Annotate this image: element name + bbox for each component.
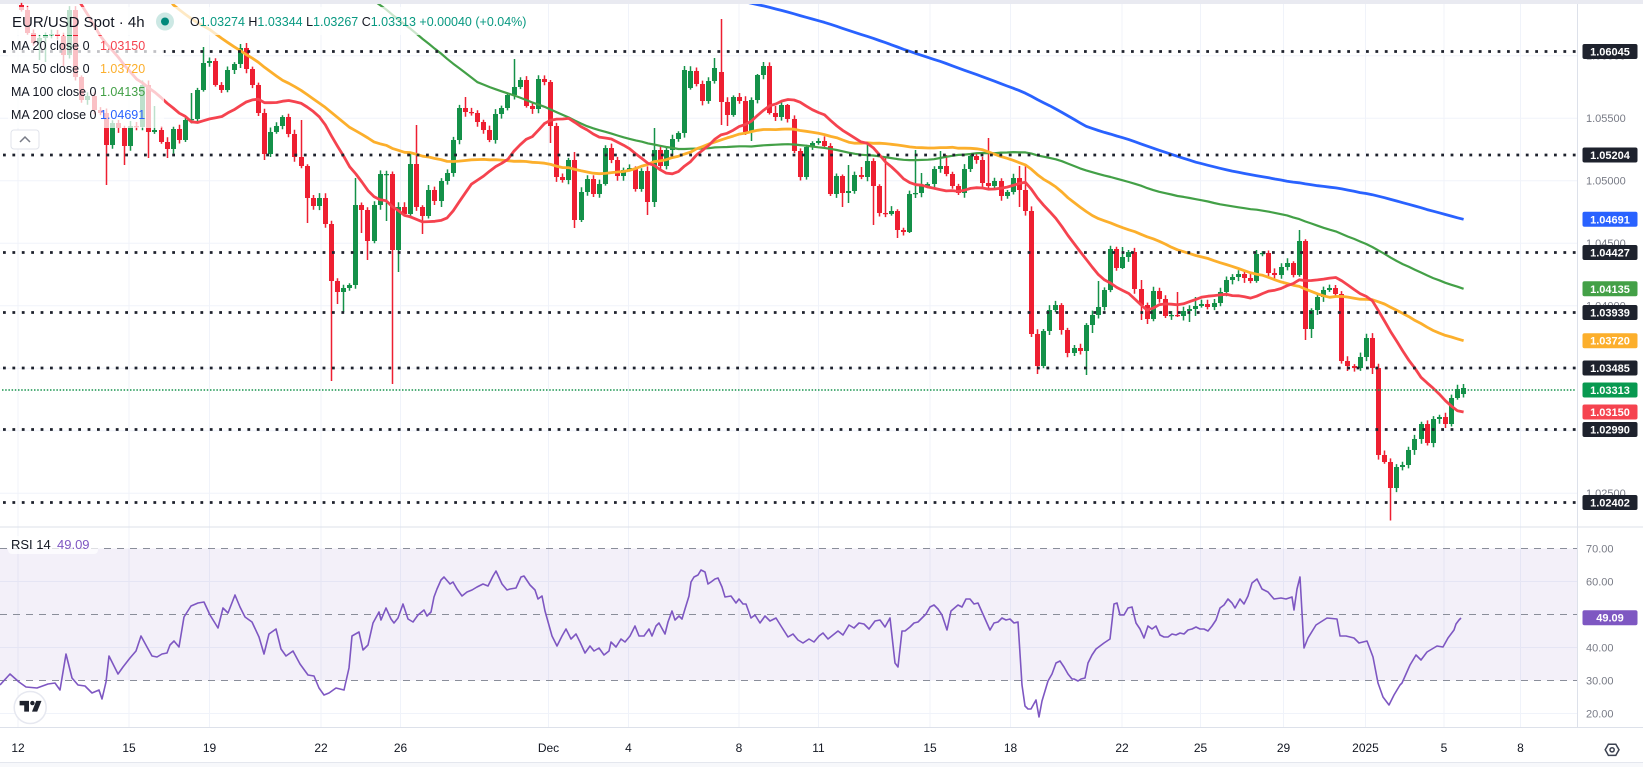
svg-text:4: 4 <box>625 741 632 755</box>
svg-text:1.03313: 1.03313 <box>1590 385 1630 397</box>
svg-text:22: 22 <box>314 741 328 755</box>
svg-text:30.00: 30.00 <box>1586 676 1614 688</box>
svg-text:1.03150: 1.03150 <box>100 39 145 53</box>
svg-text:18: 18 <box>1004 741 1018 755</box>
svg-text:29: 29 <box>1277 741 1291 755</box>
svg-text:49.09: 49.09 <box>1596 613 1624 625</box>
svg-text:MA 100 close 0: MA 100 close 0 <box>11 85 97 99</box>
svg-text:RSI 14: RSI 14 <box>11 537 51 552</box>
svg-text:70.00: 70.00 <box>1586 544 1614 556</box>
svg-text:22: 22 <box>1115 741 1129 755</box>
svg-text:2025: 2025 <box>1352 741 1379 755</box>
svg-text:1.03939: 1.03939 <box>1590 308 1630 320</box>
svg-text:26: 26 <box>394 741 408 755</box>
svg-text:1.03485: 1.03485 <box>1590 363 1630 375</box>
svg-text:15: 15 <box>122 741 136 755</box>
svg-text:11: 11 <box>812 741 825 755</box>
svg-text:1.03150: 1.03150 <box>1590 407 1630 419</box>
svg-text:MA 200 close 0: MA 200 close 0 <box>11 108 97 122</box>
svg-text:8: 8 <box>736 741 743 755</box>
svg-text:5: 5 <box>1441 741 1448 755</box>
svg-text:19: 19 <box>203 741 217 755</box>
svg-text:15: 15 <box>923 741 937 755</box>
svg-text:1.05204: 1.05204 <box>1590 150 1631 162</box>
svg-text:1.03720: 1.03720 <box>1590 336 1630 348</box>
svg-text:MA 20 close 0: MA 20 close 0 <box>11 39 90 53</box>
svg-text:1.05500: 1.05500 <box>1586 113 1626 125</box>
svg-text:Dec: Dec <box>538 741 559 755</box>
svg-text:40.00: 40.00 <box>1586 643 1614 655</box>
svg-text:1.04691: 1.04691 <box>100 108 145 122</box>
svg-text:25: 25 <box>1194 741 1208 755</box>
svg-text:1.05000: 1.05000 <box>1586 176 1626 188</box>
svg-text:8: 8 <box>1517 741 1524 755</box>
svg-text:1.04427: 1.04427 <box>1590 248 1630 260</box>
svg-text:MA 50 close 0: MA 50 close 0 <box>11 62 90 76</box>
svg-text:60.00: 60.00 <box>1586 577 1614 589</box>
svg-text:1.04135: 1.04135 <box>100 85 145 99</box>
svg-text:1.04691: 1.04691 <box>1590 214 1630 226</box>
svg-text:O1.03274 H1.03344 L1.03267 C1.: O1.03274 H1.03344 L1.03267 C1.03313 +0.0… <box>190 15 526 29</box>
svg-text:1.02402: 1.02402 <box>1590 498 1630 510</box>
svg-text:1.03720: 1.03720 <box>100 62 145 76</box>
svg-text:20.00: 20.00 <box>1586 709 1614 721</box>
svg-text:1.06045: 1.06045 <box>1590 47 1630 59</box>
svg-text:1.04135: 1.04135 <box>1590 284 1630 296</box>
svg-text:1.02990: 1.02990 <box>1590 425 1630 437</box>
svg-text:49.09: 49.09 <box>57 537 90 552</box>
svg-text:EUR/USD Spot · 4h: EUR/USD Spot · 4h <box>12 14 145 31</box>
svg-text:12: 12 <box>11 741 25 755</box>
